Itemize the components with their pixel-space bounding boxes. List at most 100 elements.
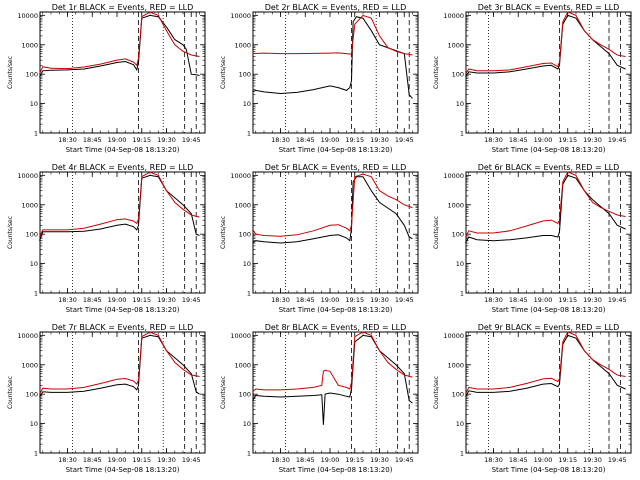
y-tick-label: 100: [239, 231, 251, 239]
x-tick-label: 18:30: [484, 456, 503, 464]
x-tick-label: 19:45: [182, 296, 201, 304]
x-tick-label: 19:00: [534, 136, 553, 144]
detector-panel: Det 8r BLACK = Events, RED = LLD Counts/s…: [213, 320, 426, 480]
chart-title: Det 4r BLACK = Events, RED = LLD: [52, 163, 194, 172]
chart-title: Det 5r BLACK = Events, RED = LLD: [265, 163, 407, 172]
y-tick-label: 10: [456, 100, 464, 108]
x-tick-label: 19:45: [395, 136, 414, 144]
y-tick-label: 100: [452, 231, 464, 239]
plot-frame: [465, 171, 632, 294]
x-tick-label: 19:15: [345, 456, 364, 464]
x-tick-label: 19:30: [157, 136, 176, 144]
x-tick-label: 19:00: [534, 456, 553, 464]
y-tick-label: 10: [30, 420, 38, 428]
plot-frame: [252, 171, 419, 294]
y-tick-label: 10000: [230, 332, 251, 340]
y-tick-label: 10000: [443, 12, 464, 20]
y-axis-label: Counts/sec: [433, 376, 440, 409]
y-tick-label: 1000: [234, 361, 251, 369]
x-tick-label: 19:15: [132, 456, 151, 464]
events-series-line: [465, 334, 626, 398]
x-tick-label: 19:00: [321, 136, 340, 144]
y-tick-label: 1: [247, 290, 251, 298]
y-tick-label: 10: [243, 420, 251, 428]
lld-series-line: [465, 331, 626, 395]
detector-chart: Det 2r BLACK = Events, RED = LLD Counts/s…: [220, 3, 419, 154]
y-tick-label: 1: [460, 290, 464, 298]
y-tick-label: 1000: [447, 361, 464, 369]
y-tick-label: 1: [460, 130, 464, 138]
y-tick-label: 10: [30, 260, 38, 268]
y-tick-label: 100: [452, 391, 464, 399]
x-axis-label: Start Time (04-Sep-08 18:13:20): [492, 466, 606, 474]
x-tick-label: 18:30: [58, 456, 77, 464]
x-tick-label: 19:15: [558, 296, 577, 304]
detector-panel: Det 4r BLACK = Events, RED = LLD Counts/s…: [0, 160, 213, 320]
x-tick-label: 18:45: [509, 296, 528, 304]
events-series-line: [252, 176, 413, 244]
y-axis-label: Counts/sec: [220, 56, 227, 89]
y-tick-label: 100: [26, 231, 38, 239]
x-tick-label: 19:30: [370, 456, 389, 464]
x-tick-label: 19:15: [558, 456, 577, 464]
y-tick-label: 10000: [17, 172, 38, 180]
y-tick-label: 1000: [234, 41, 251, 49]
y-tick-label: 1: [460, 450, 464, 458]
plot-frame: [252, 331, 419, 454]
y-tick-label: 10000: [17, 12, 38, 20]
detector-chart: Det 6r BLACK = Events, RED = LLD Counts/s…: [433, 163, 632, 314]
x-tick-label: 18:45: [83, 456, 102, 464]
y-tick-label: 100: [239, 71, 251, 79]
x-tick-label: 19:00: [108, 136, 127, 144]
x-tick-label: 18:30: [58, 136, 77, 144]
y-tick-label: 1000: [447, 201, 464, 209]
x-tick-label: 19:45: [608, 296, 627, 304]
detector-chart: Det 7r BLACK = Events, RED = LLD Counts/s…: [7, 323, 206, 474]
y-tick-label: 100: [26, 71, 38, 79]
events-series-line: [39, 14, 200, 78]
x-tick-label: 19:30: [583, 456, 602, 464]
x-tick-label: 18:45: [83, 296, 102, 304]
x-tick-label: 19:30: [157, 456, 176, 464]
plot-frame: [252, 11, 419, 134]
y-tick-label: 1000: [21, 41, 38, 49]
events-series-line: [465, 14, 626, 78]
y-axis-label: Counts/sec: [220, 216, 227, 249]
x-tick-label: 19:30: [370, 296, 389, 304]
lld-series-line: [39, 331, 200, 395]
detector-panel: Det 9r BLACK = Events, RED = LLD Counts/s…: [426, 320, 639, 480]
events-series-line: [39, 174, 200, 241]
x-tick-label: 19:45: [608, 456, 627, 464]
lld-series-line: [39, 171, 200, 238]
y-tick-label: 10: [456, 260, 464, 268]
x-tick-label: 19:15: [345, 296, 364, 304]
chart-title: Det 8r BLACK = Events, RED = LLD: [265, 323, 407, 332]
x-tick-label: 19:00: [534, 296, 553, 304]
lld-series-line: [252, 331, 413, 393]
x-tick-label: 18:45: [296, 296, 315, 304]
detector-panel: Det 6r BLACK = Events, RED = LLD Counts/s…: [426, 160, 639, 320]
plot-frame: [39, 171, 206, 294]
x-tick-label: 19:30: [583, 296, 602, 304]
lld-series-line: [252, 173, 413, 237]
x-tick-label: 19:15: [558, 136, 577, 144]
detector-panel: Det 7r BLACK = Events, RED = LLD Counts/s…: [0, 320, 213, 480]
x-tick-label: 19:45: [182, 456, 201, 464]
x-tick-label: 18:30: [58, 296, 77, 304]
x-tick-label: 18:30: [271, 136, 290, 144]
x-tick-label: 19:15: [132, 136, 151, 144]
x-tick-label: 19:00: [108, 456, 127, 464]
lld-series-line: [465, 171, 626, 238]
x-tick-label: 19:15: [345, 136, 364, 144]
lld-series-line: [465, 11, 626, 75]
y-tick-label: 1: [247, 130, 251, 138]
x-tick-label: 19:30: [583, 136, 602, 144]
y-tick-label: 1000: [21, 361, 38, 369]
x-axis-label: Start Time (04-Sep-08 18:13:20): [279, 146, 393, 154]
y-axis-label: Counts/sec: [433, 56, 440, 89]
x-tick-label: 19:45: [182, 136, 201, 144]
events-series-line: [252, 16, 413, 99]
events-series-line: [465, 174, 626, 244]
y-axis-label: Counts/sec: [7, 216, 14, 249]
